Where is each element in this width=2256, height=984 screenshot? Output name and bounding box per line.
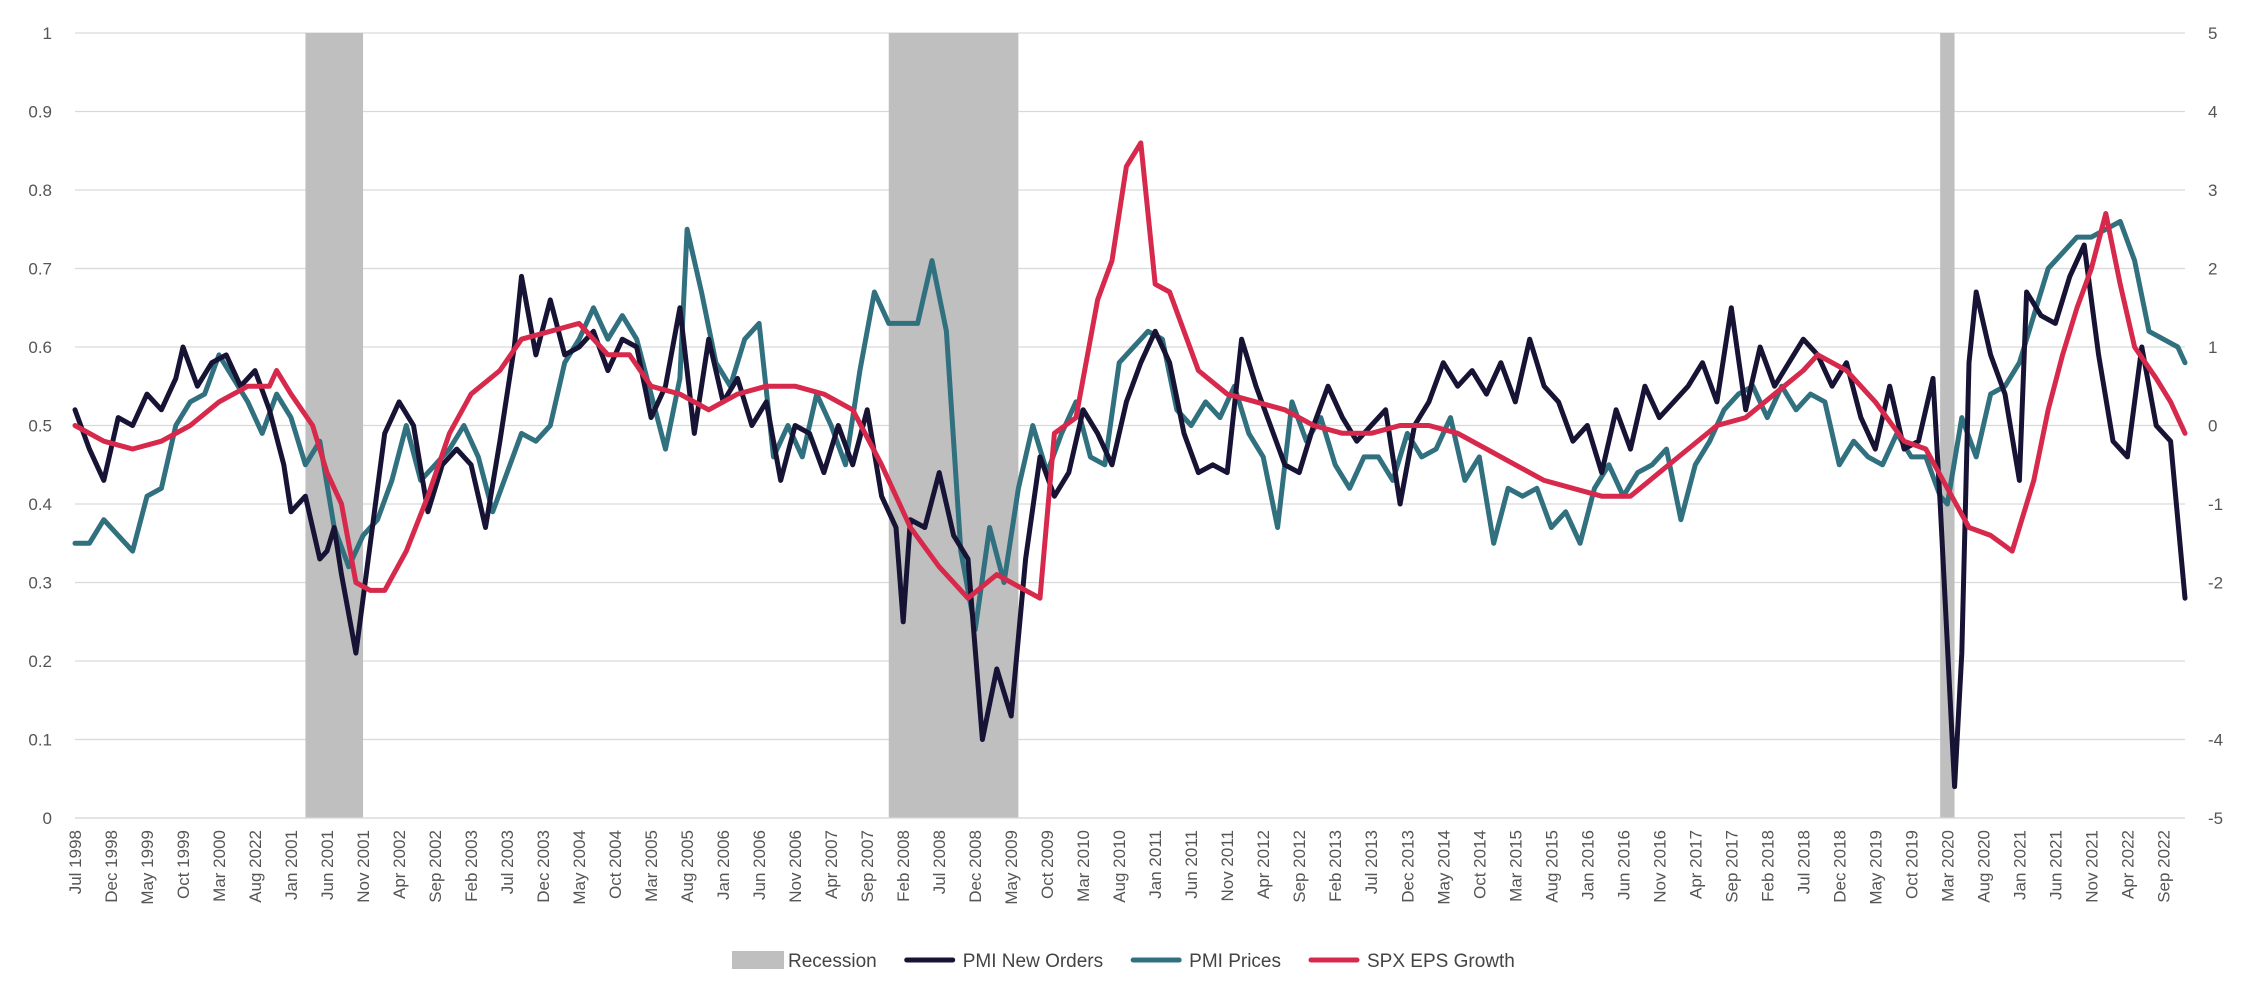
x-tick-label: Mar 2015 xyxy=(1506,830,1525,902)
y-tick-label: 0 xyxy=(43,809,52,828)
x-tick-label: Jan 2011 xyxy=(1146,830,1165,899)
y-tick-label: 0.1 xyxy=(28,731,52,750)
axes: 0 0.1 0.2 0.3 0.4 0.5 0.6 0.7 0.8 0.9 1 5 4 3 2 1 0 -1 -2 -… xyxy=(28,24,2223,905)
x-tick-label: Sep 2002 xyxy=(426,830,445,903)
x-tick-label: Aug 2015 xyxy=(1542,830,1561,903)
x-tick-label: Dec 2013 xyxy=(1398,830,1417,903)
x-tick-label: Jul 1998 xyxy=(66,830,85,894)
x-tick-label: Jun 2006 xyxy=(750,830,769,900)
series-line-pmi-new-orders xyxy=(72,242,2188,790)
x-tick-label: Apr 2007 xyxy=(822,830,841,899)
series-lines xyxy=(72,140,2188,790)
x-tick-label: Apr 2022 xyxy=(2118,830,2137,899)
x-tick-label: Sep 2022 xyxy=(2154,830,2173,903)
y-tick-label: 0.5 xyxy=(28,417,52,436)
x-tick-label: May 2009 xyxy=(1002,830,1021,905)
x-tick-label: Feb 2013 xyxy=(1326,830,1345,902)
y2-tick-label: -2 xyxy=(2208,574,2223,593)
x-tick-label: Aug 2010 xyxy=(1110,830,1129,903)
x-tick-label: Sep 2012 xyxy=(1290,830,1309,903)
x-tick-label: Aug 2020 xyxy=(1974,830,1993,903)
y2-tick-label: 2 xyxy=(2208,260,2217,279)
x-tick-label: Dec 2003 xyxy=(534,830,553,903)
x-tick-label: Mar 2010 xyxy=(1074,830,1093,902)
x-tick-label: Sep 2017 xyxy=(1722,830,1741,903)
x-tick-label: Jun 2016 xyxy=(1614,830,1633,900)
x-tick-label: Dec 1998 xyxy=(102,830,121,903)
recession-bands xyxy=(305,33,1955,818)
x-tick-label: Oct 2009 xyxy=(1038,830,1057,899)
x-tick-label: Nov 2001 xyxy=(354,830,373,903)
x-tick-label: Oct 2019 xyxy=(1902,830,1921,899)
y-tick-label: 0.4 xyxy=(28,495,52,514)
x-tick-label: May 1999 xyxy=(138,830,157,905)
x-tick-label: Nov 2011 xyxy=(1218,830,1237,902)
legend-label: PMI Prices xyxy=(1189,951,1281,972)
x-tick-label: Sep 2007 xyxy=(858,830,877,903)
x-tick-label: Jan 2021 xyxy=(2010,830,2029,900)
y2-tick-label: 0 xyxy=(2208,417,2217,436)
x-tick-label: May 2019 xyxy=(1866,830,1885,905)
x-tick-label: Feb 2018 xyxy=(1758,830,1777,902)
x-tick-label: Apr 2002 xyxy=(390,830,409,899)
y2-tick-label: 5 xyxy=(2208,24,2217,43)
x-tick-label: Nov 2021 xyxy=(2082,830,2101,903)
x-tick-label: Feb 2008 xyxy=(894,830,913,902)
y2-tick-label: -5 xyxy=(2208,809,2223,828)
y2-tick-label: 1 xyxy=(2208,338,2217,357)
y2-tick-label: 4 xyxy=(2208,103,2217,122)
x-tick-label: Mar 2005 xyxy=(642,830,661,902)
x-tick-label: Jul 2003 xyxy=(498,830,517,894)
x-tick-label: Jun 2011 xyxy=(1182,830,1201,899)
x-tick-label: Mar 2000 xyxy=(210,830,229,902)
x-tick-label: Feb 2003 xyxy=(462,830,481,902)
series-line-pmi-prices xyxy=(72,218,2188,633)
y2-tick-label: -4 xyxy=(2208,731,2223,750)
x-tick-label: Oct 1999 xyxy=(174,830,193,899)
x-tick-label: Jun 2021 xyxy=(2046,830,2065,900)
x-tick-label: Jul 2018 xyxy=(1794,830,1813,894)
legend-label: PMI New Orders xyxy=(963,951,1103,972)
y2-tick-label: -1 xyxy=(2208,495,2223,514)
x-tick-label: Nov 2016 xyxy=(1650,830,1669,903)
series-line-spx-eps-growth xyxy=(72,140,2188,601)
x-tick-label: Jul 2008 xyxy=(930,830,949,894)
y-tick-label: 1 xyxy=(43,24,52,43)
x-tick-label: Oct 2014 xyxy=(1470,830,1489,899)
x-tick-label: Oct 2004 xyxy=(606,830,625,899)
legend-label: SPX EPS Growth xyxy=(1367,951,1515,972)
x-tick-label: Apr 2012 xyxy=(1254,830,1273,899)
legend-label: Recession xyxy=(788,951,877,972)
x-tick-label: Nov 2006 xyxy=(786,830,805,903)
x-tick-label: May 2014 xyxy=(1434,830,1453,905)
x-tick-label: Aug 2005 xyxy=(678,830,697,903)
y-tick-label: 0.3 xyxy=(28,574,52,593)
x-tick-label: Mar 2020 xyxy=(1938,830,1957,902)
x-tick-label: Aug 2022 xyxy=(246,830,265,903)
y-tick-label: 0.6 xyxy=(28,338,52,357)
x-tick-label: Jul 2013 xyxy=(1362,830,1381,894)
y-tick-label: 0.8 xyxy=(28,181,52,200)
y2-tick-label: 3 xyxy=(2208,181,2217,200)
x-tick-label: May 2004 xyxy=(570,830,589,905)
y-tick-label: 0.7 xyxy=(28,260,52,279)
y-tick-label: 0.9 xyxy=(28,103,52,122)
x-tick-label: Dec 2018 xyxy=(1830,830,1849,903)
x-tick-label: Dec 2008 xyxy=(966,830,985,903)
x-tick-label: Jan 2006 xyxy=(714,830,733,900)
legend-swatch-recession xyxy=(732,951,784,969)
x-tick-label: Apr 2017 xyxy=(1686,830,1705,899)
x-tick-label: Jan 2016 xyxy=(1578,830,1597,900)
x-tick-label: Jun 2001 xyxy=(318,830,337,900)
legend: Recession PMI New Orders PMI Prices SPX EPS… xyxy=(732,951,1515,972)
gridlines xyxy=(75,32,2185,819)
y-tick-label: 0.2 xyxy=(28,652,52,671)
x-tick-label: Jan 2001 xyxy=(282,830,301,900)
